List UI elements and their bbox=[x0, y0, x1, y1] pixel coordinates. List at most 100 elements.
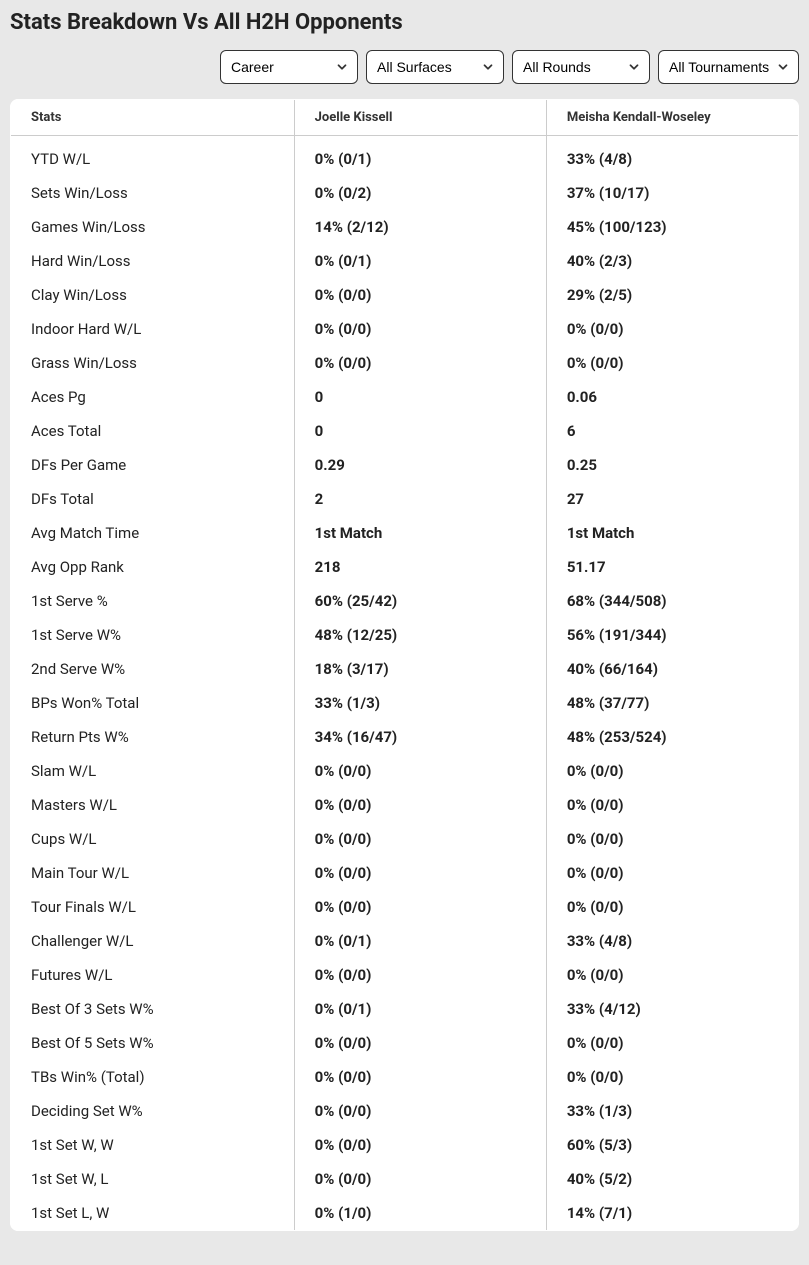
stat-value-player1: 0% (0/0) bbox=[294, 312, 546, 346]
table-row: DFs Per Game0.290.25 bbox=[11, 448, 799, 482]
stat-value-player2: 60% (5/3) bbox=[546, 1128, 798, 1162]
stat-label: TBs Win% (Total) bbox=[11, 1060, 295, 1094]
stat-value-player2: 0% (0/0) bbox=[546, 312, 798, 346]
stat-value-player2: 48% (253/524) bbox=[546, 720, 798, 754]
stat-value-player2: 33% (4/12) bbox=[546, 992, 798, 1026]
stat-label: 2nd Serve W% bbox=[11, 652, 295, 686]
table-row: Return Pts W%34% (16/47)48% (253/524) bbox=[11, 720, 799, 754]
stat-label: Hard Win/Loss bbox=[11, 244, 295, 278]
table-row: 1st Serve %60% (25/42)68% (344/508) bbox=[11, 584, 799, 618]
stat-label: Futures W/L bbox=[11, 958, 295, 992]
stat-value-player2: 6 bbox=[546, 414, 798, 448]
stat-value-player2: 0% (0/0) bbox=[546, 754, 798, 788]
stat-value-player1: 33% (1/3) bbox=[294, 686, 546, 720]
stat-label: Indoor Hard W/L bbox=[11, 312, 295, 346]
stat-value-player1: 48% (12/25) bbox=[294, 618, 546, 652]
stat-value-player2: 0% (0/0) bbox=[546, 856, 798, 890]
stat-label: Deciding Set W% bbox=[11, 1094, 295, 1128]
stat-label: Avg Match Time bbox=[11, 516, 295, 550]
stat-value-player2: 0% (0/0) bbox=[546, 890, 798, 924]
stat-label: BPs Won% Total bbox=[11, 686, 295, 720]
stat-value-player1: 0% (0/0) bbox=[294, 1128, 546, 1162]
stat-value-player1: 18% (3/17) bbox=[294, 652, 546, 686]
table-row: DFs Total227 bbox=[11, 482, 799, 516]
stat-value-player2: 33% (4/8) bbox=[546, 136, 798, 177]
stat-label: Clay Win/Loss bbox=[11, 278, 295, 312]
stat-value-player1: 0% (0/1) bbox=[294, 244, 546, 278]
table-row: Masters W/L0% (0/0)0% (0/0) bbox=[11, 788, 799, 822]
stat-value-player2: 45% (100/123) bbox=[546, 210, 798, 244]
stat-label: Aces Pg bbox=[11, 380, 295, 414]
stat-value-player1: 0% (0/0) bbox=[294, 822, 546, 856]
stat-label: Best Of 3 Sets W% bbox=[11, 992, 295, 1026]
page-title: Stats Breakdown Vs All H2H Opponents bbox=[10, 10, 799, 35]
stat-value-player2: 0.06 bbox=[546, 380, 798, 414]
stat-value-player2: 0.25 bbox=[546, 448, 798, 482]
table-row: Sets Win/Loss0% (0/2)37% (10/17) bbox=[11, 176, 799, 210]
table-row: Avg Match Time1st Match1st Match bbox=[11, 516, 799, 550]
stat-value-player2: 33% (1/3) bbox=[546, 1094, 798, 1128]
stat-value-player2: 56% (191/344) bbox=[546, 618, 798, 652]
stat-value-player1: 0% (0/0) bbox=[294, 890, 546, 924]
table-row: 1st Set L, W0% (1/0)14% (7/1) bbox=[11, 1196, 799, 1231]
stat-value-player2: 0% (0/0) bbox=[546, 1026, 798, 1060]
stat-value-player2: 40% (5/2) bbox=[546, 1162, 798, 1196]
stat-value-player1: 218 bbox=[294, 550, 546, 584]
stat-label: 1st Serve W% bbox=[11, 618, 295, 652]
stat-label: Games Win/Loss bbox=[11, 210, 295, 244]
stat-value-player1: 0 bbox=[294, 380, 546, 414]
filters-row: Career All Surfaces All Rounds All Tourn… bbox=[10, 50, 799, 84]
stat-value-player1: 0 bbox=[294, 414, 546, 448]
stat-value-player1: 0% (0/2) bbox=[294, 176, 546, 210]
table-row: Cups W/L0% (0/0)0% (0/0) bbox=[11, 822, 799, 856]
stat-label: Slam W/L bbox=[11, 754, 295, 788]
table-row: Tour Finals W/L0% (0/0)0% (0/0) bbox=[11, 890, 799, 924]
stat-value-player2: 33% (4/8) bbox=[546, 924, 798, 958]
stat-value-player2: 0% (0/0) bbox=[546, 1060, 798, 1094]
stat-value-player2: 40% (66/164) bbox=[546, 652, 798, 686]
stat-value-player2: 14% (7/1) bbox=[546, 1196, 798, 1231]
stat-label: Masters W/L bbox=[11, 788, 295, 822]
rounds-select[interactable]: All Rounds bbox=[512, 50, 650, 84]
stat-value-player2: 0% (0/0) bbox=[546, 958, 798, 992]
stat-value-player1: 0% (1/0) bbox=[294, 1196, 546, 1231]
stat-label: 1st Serve % bbox=[11, 584, 295, 618]
stat-value-player1: 0% (0/0) bbox=[294, 1026, 546, 1060]
stat-value-player1: 0% (0/0) bbox=[294, 1060, 546, 1094]
stat-label: DFs Per Game bbox=[11, 448, 295, 482]
table-row: Grass Win/Loss0% (0/0)0% (0/0) bbox=[11, 346, 799, 380]
stat-label: Avg Opp Rank bbox=[11, 550, 295, 584]
stat-value-player1: 0% (0/0) bbox=[294, 1162, 546, 1196]
table-row: TBs Win% (Total)0% (0/0)0% (0/0) bbox=[11, 1060, 799, 1094]
tournaments-select[interactable]: All Tournaments bbox=[658, 50, 799, 84]
stat-value-player1: 2 bbox=[294, 482, 546, 516]
col-player1-header: Joelle Kissell bbox=[294, 100, 546, 136]
stat-value-player1: 14% (2/12) bbox=[294, 210, 546, 244]
stat-value-player1: 0% (0/0) bbox=[294, 856, 546, 890]
stats-table: Stats Joelle Kissell Meisha Kendall-Wose… bbox=[10, 99, 799, 1231]
table-row: Challenger W/L0% (0/1)33% (4/8) bbox=[11, 924, 799, 958]
stat-label: YTD W/L bbox=[11, 136, 295, 177]
table-row: Futures W/L0% (0/0)0% (0/0) bbox=[11, 958, 799, 992]
stat-value-player2: 1st Match bbox=[546, 516, 798, 550]
col-stats-header: Stats bbox=[11, 100, 295, 136]
stat-label: Return Pts W% bbox=[11, 720, 295, 754]
table-row: YTD W/L0% (0/1)33% (4/8) bbox=[11, 136, 799, 177]
stat-value-player2: 68% (344/508) bbox=[546, 584, 798, 618]
stat-label: Grass Win/Loss bbox=[11, 346, 295, 380]
table-row: Avg Opp Rank21851.17 bbox=[11, 550, 799, 584]
career-select[interactable]: Career bbox=[220, 50, 358, 84]
stat-value-player1: 0% (0/0) bbox=[294, 754, 546, 788]
stat-value-player1: 0% (0/0) bbox=[294, 788, 546, 822]
stat-value-player1: 0.29 bbox=[294, 448, 546, 482]
stat-label: 1st Set W, W bbox=[11, 1128, 295, 1162]
stat-value-player1: 60% (25/42) bbox=[294, 584, 546, 618]
surfaces-select[interactable]: All Surfaces bbox=[366, 50, 504, 84]
stat-value-player1: 0% (0/1) bbox=[294, 924, 546, 958]
table-row: Main Tour W/L0% (0/0)0% (0/0) bbox=[11, 856, 799, 890]
table-row: 1st Set W, L0% (0/0)40% (5/2) bbox=[11, 1162, 799, 1196]
table-row: Slam W/L0% (0/0)0% (0/0) bbox=[11, 754, 799, 788]
table-row: 2nd Serve W%18% (3/17)40% (66/164) bbox=[11, 652, 799, 686]
stat-label: Tour Finals W/L bbox=[11, 890, 295, 924]
stat-value-player2: 0% (0/0) bbox=[546, 788, 798, 822]
